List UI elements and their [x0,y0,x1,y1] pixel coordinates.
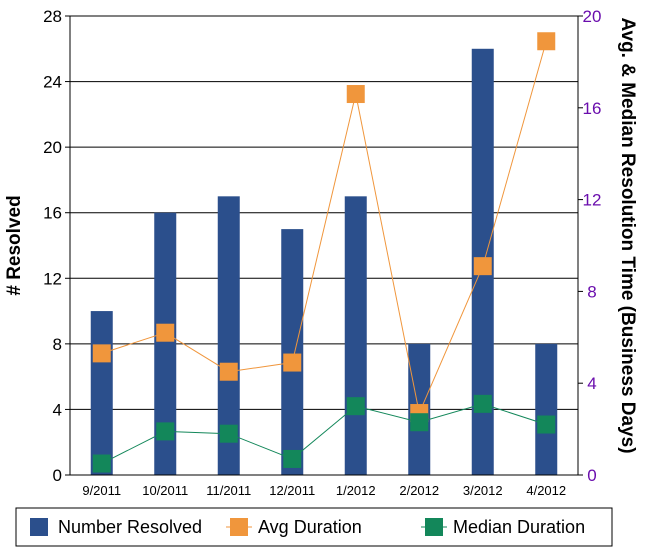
data-point [283,353,302,372]
legend-swatch [30,518,48,536]
data-point [219,362,238,381]
legend-label: Median Duration [453,517,585,537]
left-y-ticks: 0 4 8 12 16 20 24 28 [43,7,62,485]
y-tick-label: 4 [53,400,62,419]
line-series [92,32,556,473]
data-point [473,257,492,276]
y2-axis-title: Avg. & Median Resolution Time (Business … [617,17,638,453]
data-point [92,344,111,363]
data-point [537,415,556,434]
legend-label: Avg Duration [258,517,362,537]
y-tick-label: 8 [53,335,62,354]
y-tick-label: 12 [43,269,62,288]
data-point [219,424,238,443]
data-point [473,394,492,413]
legend-label: Number Resolved [58,517,202,537]
data-point [156,323,175,342]
y-axis-title: # Resolved [4,195,25,295]
bar [281,229,304,475]
bar [90,311,113,475]
data-point [283,449,302,468]
y-tick-label: 16 [43,204,62,223]
data-point [346,85,365,104]
y2-tick-label: 4 [587,374,596,393]
x-tick-label: 9/2011 [82,483,121,498]
y-tick-label: 28 [43,7,62,26]
y2-tick-label: 0 [587,466,596,485]
bar [217,196,240,476]
x-tick-label: 11/2011 [206,483,251,498]
y2-tick-label: 20 [583,7,602,26]
data-point [156,422,175,441]
y2-tick-label: 8 [587,282,596,301]
data-point [537,32,556,51]
x-tick-label: 4/2012 [526,483,566,498]
bar [535,343,558,475]
legend: Number Resolved Avg Duration Median Durati… [15,507,613,547]
gridlines [70,15,578,410]
right-y-ticks: 0 4 8 12 16 20 [583,7,602,485]
bar-series [90,48,558,476]
x-tick-label: 10/2011 [142,483,188,498]
y-tick-label: 0 [53,466,62,485]
bar [344,196,367,476]
bar [154,212,177,475]
x-tick-label: 2/2012 [399,483,439,498]
data-point [410,413,429,432]
y-tick-label: 24 [43,73,62,92]
y2-tick-label: 12 [583,191,602,210]
series-line [101,403,547,464]
x-tick-label: 12/2011 [269,483,315,498]
legend-swatch [425,518,443,536]
x-ticks: 9/2011 10/2011 11/2011 12/2011 1/2012 2/2012 3… [82,483,566,498]
series-line [101,41,547,415]
y-tick-label: 20 [43,138,62,157]
y2-tick-label: 16 [583,99,602,118]
legend-swatch [230,518,248,536]
axes [65,15,583,476]
data-point [346,397,365,416]
x-tick-label: 1/2012 [336,483,376,498]
data-point [92,454,111,473]
x-tick-label: 3/2012 [463,483,503,498]
legend-box [15,507,613,547]
